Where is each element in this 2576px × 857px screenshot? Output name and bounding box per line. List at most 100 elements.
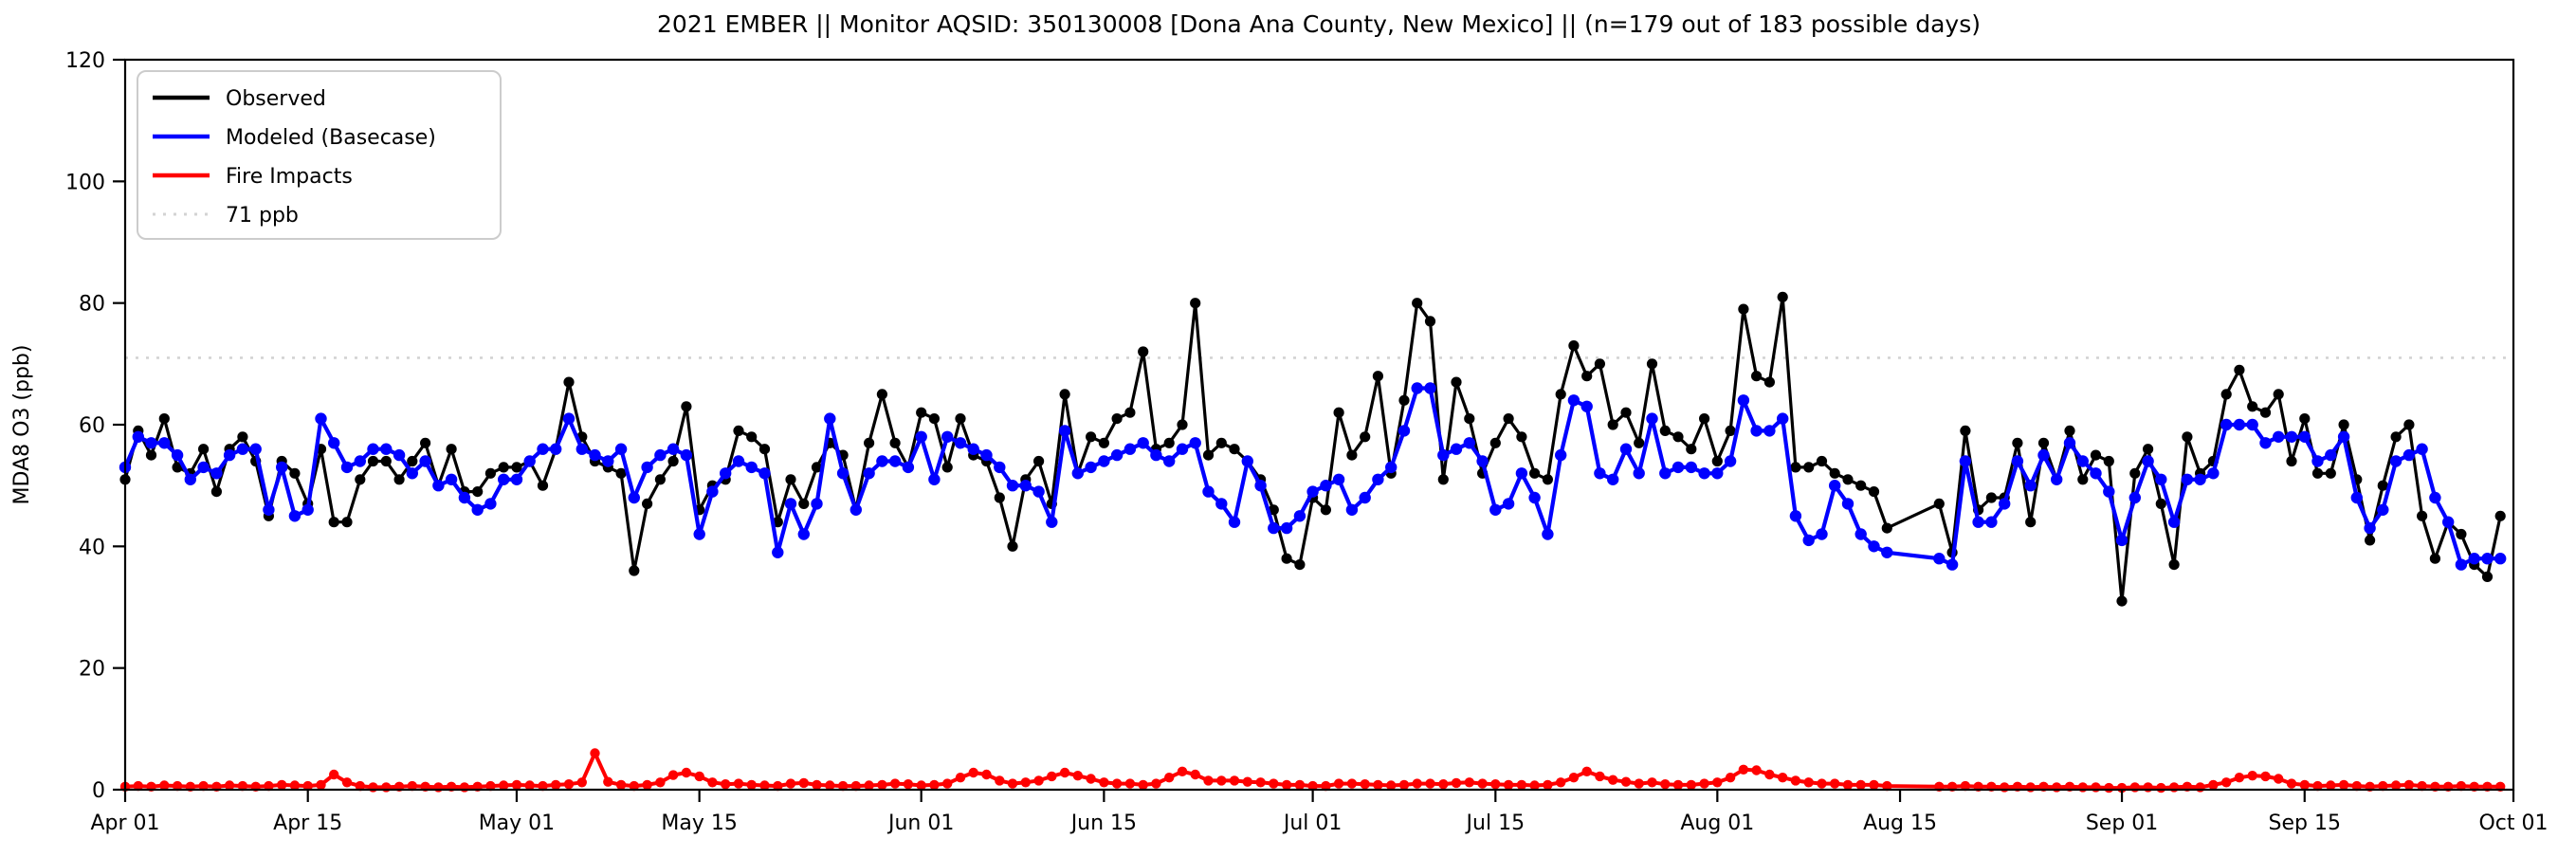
chart-title: 2021 EMBER || Monitor AQSID: 350130008 […	[657, 10, 1981, 38]
data-point-marker	[2104, 782, 2114, 793]
data-point-marker	[1190, 298, 1201, 309]
data-point-marker	[2468, 553, 2480, 565]
data-point-marker	[2115, 534, 2128, 547]
data-point-marker	[2273, 430, 2285, 443]
data-point-marker	[511, 779, 522, 791]
y-tick-label: 0	[92, 779, 105, 803]
data-point-marker	[458, 491, 471, 504]
data-point-marker	[1803, 777, 1814, 788]
data-point-marker	[1659, 425, 1671, 436]
data-point-marker	[2259, 407, 2272, 418]
data-point-marker	[2011, 455, 2024, 467]
data-point-marker	[2390, 780, 2402, 791]
data-point-marker	[798, 777, 809, 789]
data-point-marker	[277, 779, 287, 791]
data-point-marker	[1738, 764, 1749, 775]
data-point-marker	[589, 448, 601, 462]
data-point-marker	[1881, 546, 1893, 558]
data-point-marker	[1659, 467, 1672, 480]
data-point-marker	[642, 498, 653, 510]
data-point-marker	[2220, 389, 2232, 400]
x-tick-label: Sep 15	[2269, 811, 2341, 835]
legend-label: 71 ppb	[226, 204, 299, 228]
data-point-marker	[1634, 778, 1644, 789]
data-point-marker	[237, 431, 248, 443]
data-point-marker	[1789, 510, 1802, 522]
data-point-marker	[1019, 480, 1032, 492]
data-point-marker	[1503, 413, 1514, 425]
data-point-marker	[1543, 779, 1553, 791]
data-point-marker	[2077, 474, 2089, 485]
data-point-marker	[511, 462, 522, 473]
data-point-marker	[1086, 774, 1096, 784]
data-point-marker	[537, 480, 549, 491]
data-point-marker	[2429, 491, 2441, 504]
data-point-marker	[1724, 455, 1737, 467]
data-point-marker	[1581, 371, 1593, 382]
data-point-marker	[1516, 779, 1527, 791]
data-point-marker	[1047, 771, 1057, 782]
data-point-marker	[524, 780, 535, 791]
data-point-marker	[1672, 779, 1684, 791]
data-point-marker	[340, 461, 354, 474]
data-point-marker	[1437, 474, 1449, 485]
data-point-marker	[2338, 779, 2349, 791]
data-point-marker	[1333, 778, 1344, 789]
data-point-marker	[1059, 389, 1070, 400]
data-point-marker	[2037, 437, 2050, 448]
data-point-marker	[1699, 778, 1709, 789]
data-point-marker	[1686, 779, 1697, 791]
data-point-marker	[864, 780, 874, 791]
data-point-marker	[276, 461, 288, 474]
data-point-marker	[1072, 771, 1084, 781]
data-point-marker	[2156, 782, 2166, 793]
data-point-marker	[941, 430, 954, 443]
data-point-marker	[1215, 498, 1228, 510]
data-point-marker	[1764, 769, 1775, 780]
data-point-marker	[2285, 430, 2298, 443]
data-point-marker	[681, 401, 692, 412]
data-point-marker	[171, 448, 184, 462]
data-point-marker	[510, 473, 523, 485]
data-point-marker	[1555, 389, 1566, 400]
data-point-marker	[1346, 778, 1358, 789]
data-point-marker	[720, 467, 732, 480]
data-point-marker	[2259, 437, 2272, 449]
data-point-marker	[798, 498, 810, 510]
data-point-marker	[1086, 431, 1097, 443]
data-point-marker	[2103, 455, 2114, 467]
data-point-marker	[1803, 462, 1815, 473]
data-point-marker	[1438, 779, 1449, 790]
data-point-marker	[1398, 779, 1410, 791]
data-point-marker	[1202, 449, 1215, 461]
data-point-marker	[2365, 535, 2376, 546]
data-point-marker	[2481, 553, 2494, 565]
data-point-marker	[367, 443, 379, 455]
data-point-marker	[1177, 419, 1188, 430]
data-point-marker	[2402, 448, 2416, 462]
data-point-marker	[928, 413, 941, 425]
data-point-marker	[1294, 779, 1306, 791]
data-point-marker	[2024, 480, 2037, 492]
data-point-marker	[1269, 778, 1279, 789]
data-point-marker	[2247, 771, 2257, 781]
data-point-marker	[316, 779, 326, 791]
data-point-marker	[420, 437, 431, 448]
data-point-marker	[1385, 461, 1398, 474]
data-point-marker	[1412, 298, 1423, 309]
data-point-marker	[1111, 778, 1123, 789]
data-point-marker	[994, 461, 1006, 474]
data-point-marker	[1255, 777, 1266, 788]
data-point-marker	[955, 773, 966, 783]
data-point-marker	[915, 430, 927, 443]
data-point-marker	[1790, 462, 1801, 473]
data-point-marker	[2143, 444, 2154, 455]
data-point-marker	[419, 455, 431, 467]
data-point-marker	[1855, 779, 1866, 791]
data-point-marker	[289, 467, 301, 479]
data-point-marker	[224, 780, 235, 791]
data-point-marker	[1516, 431, 1527, 443]
data-point-marker	[1099, 777, 1109, 788]
plot-area	[119, 291, 2513, 793]
data-point-marker	[1750, 425, 1763, 437]
